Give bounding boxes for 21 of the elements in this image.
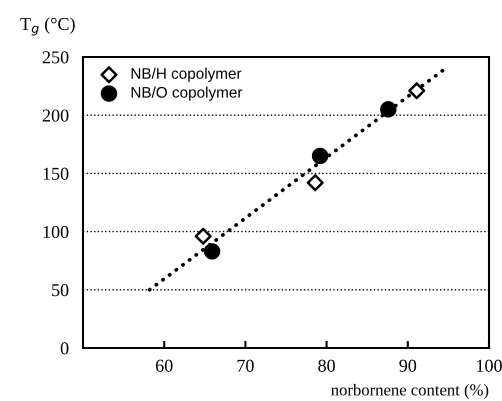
y-tick-label: 50	[52, 284, 68, 296]
point	[194, 228, 212, 245]
x-tick-label: 80	[318, 360, 335, 372]
y-tick-label: 0	[60, 342, 68, 354]
legend-label: NB/O copolymer	[132, 86, 242, 101]
x-tick-label: 70	[238, 360, 254, 372]
y-tick-label: 200	[42, 109, 68, 122]
point	[408, 82, 426, 100]
x-tick-label: 90	[399, 360, 416, 372]
point	[380, 101, 397, 118]
x-tick-label: 60	[156, 360, 173, 372]
point	[204, 243, 220, 260]
x-tick-label: 100	[477, 360, 502, 372]
y-tick-label: 250	[42, 51, 68, 64]
y-axis-title: T$_{g}$ (°C)	[20, 17, 75, 36]
y-tick-label: 150	[44, 168, 68, 180]
x-axis-title: norbornene content (%)	[331, 384, 488, 399]
point	[306, 174, 324, 192]
legend-label: NB/H copolymer	[132, 68, 242, 82]
y-tick-label: 100	[44, 226, 68, 238]
point	[312, 148, 328, 164]
